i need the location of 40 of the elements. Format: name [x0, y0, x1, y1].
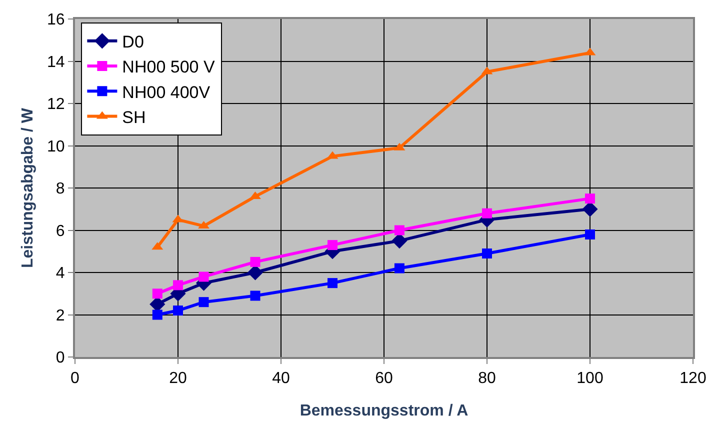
x-axis-title: Bemessungsstrom / A	[300, 402, 469, 420]
point	[482, 208, 492, 218]
point	[585, 229, 595, 240]
point	[328, 278, 338, 288]
x-tick-label: 80	[478, 370, 496, 388]
y-tick-label: 10	[47, 138, 65, 156]
y-tick-label: 14	[47, 54, 65, 71]
point	[173, 280, 183, 290]
y-tick-label: 0	[56, 350, 65, 367]
point	[250, 290, 260, 301]
legend-label: NH00 500 V	[122, 58, 216, 77]
y-tick-label: 12	[47, 96, 65, 114]
legend-label: NH00 400V	[122, 82, 211, 102]
legend-label: D0	[122, 32, 144, 52]
x-tick-label: 40	[272, 370, 290, 388]
y-axis-title: Leistungsabgabe / W	[19, 107, 36, 268]
x-tick-label: 60	[375, 370, 393, 388]
point	[250, 256, 260, 267]
point	[394, 263, 404, 274]
y-tick-label: 6	[56, 222, 65, 240]
y-tick-label: 16	[47, 12, 65, 29]
point	[392, 233, 408, 249]
point	[198, 297, 209, 308]
point	[394, 225, 404, 236]
point	[198, 272, 209, 282]
x-tick-label: 100	[576, 370, 604, 388]
y-tick-label: 8	[56, 180, 65, 198]
x-tick-label: 20	[169, 370, 187, 388]
legend-label: SH	[122, 108, 146, 127]
point	[585, 194, 595, 204]
point	[152, 310, 162, 320]
x-tick-label: 0	[70, 370, 80, 388]
y-tick-label: 4	[56, 265, 65, 282]
point	[152, 288, 162, 299]
point	[328, 240, 338, 250]
y-tick-label: 2	[56, 307, 65, 324]
point	[482, 248, 492, 258]
point	[247, 264, 264, 280]
x-tick-label: 120	[680, 370, 706, 388]
point	[173, 306, 183, 316]
